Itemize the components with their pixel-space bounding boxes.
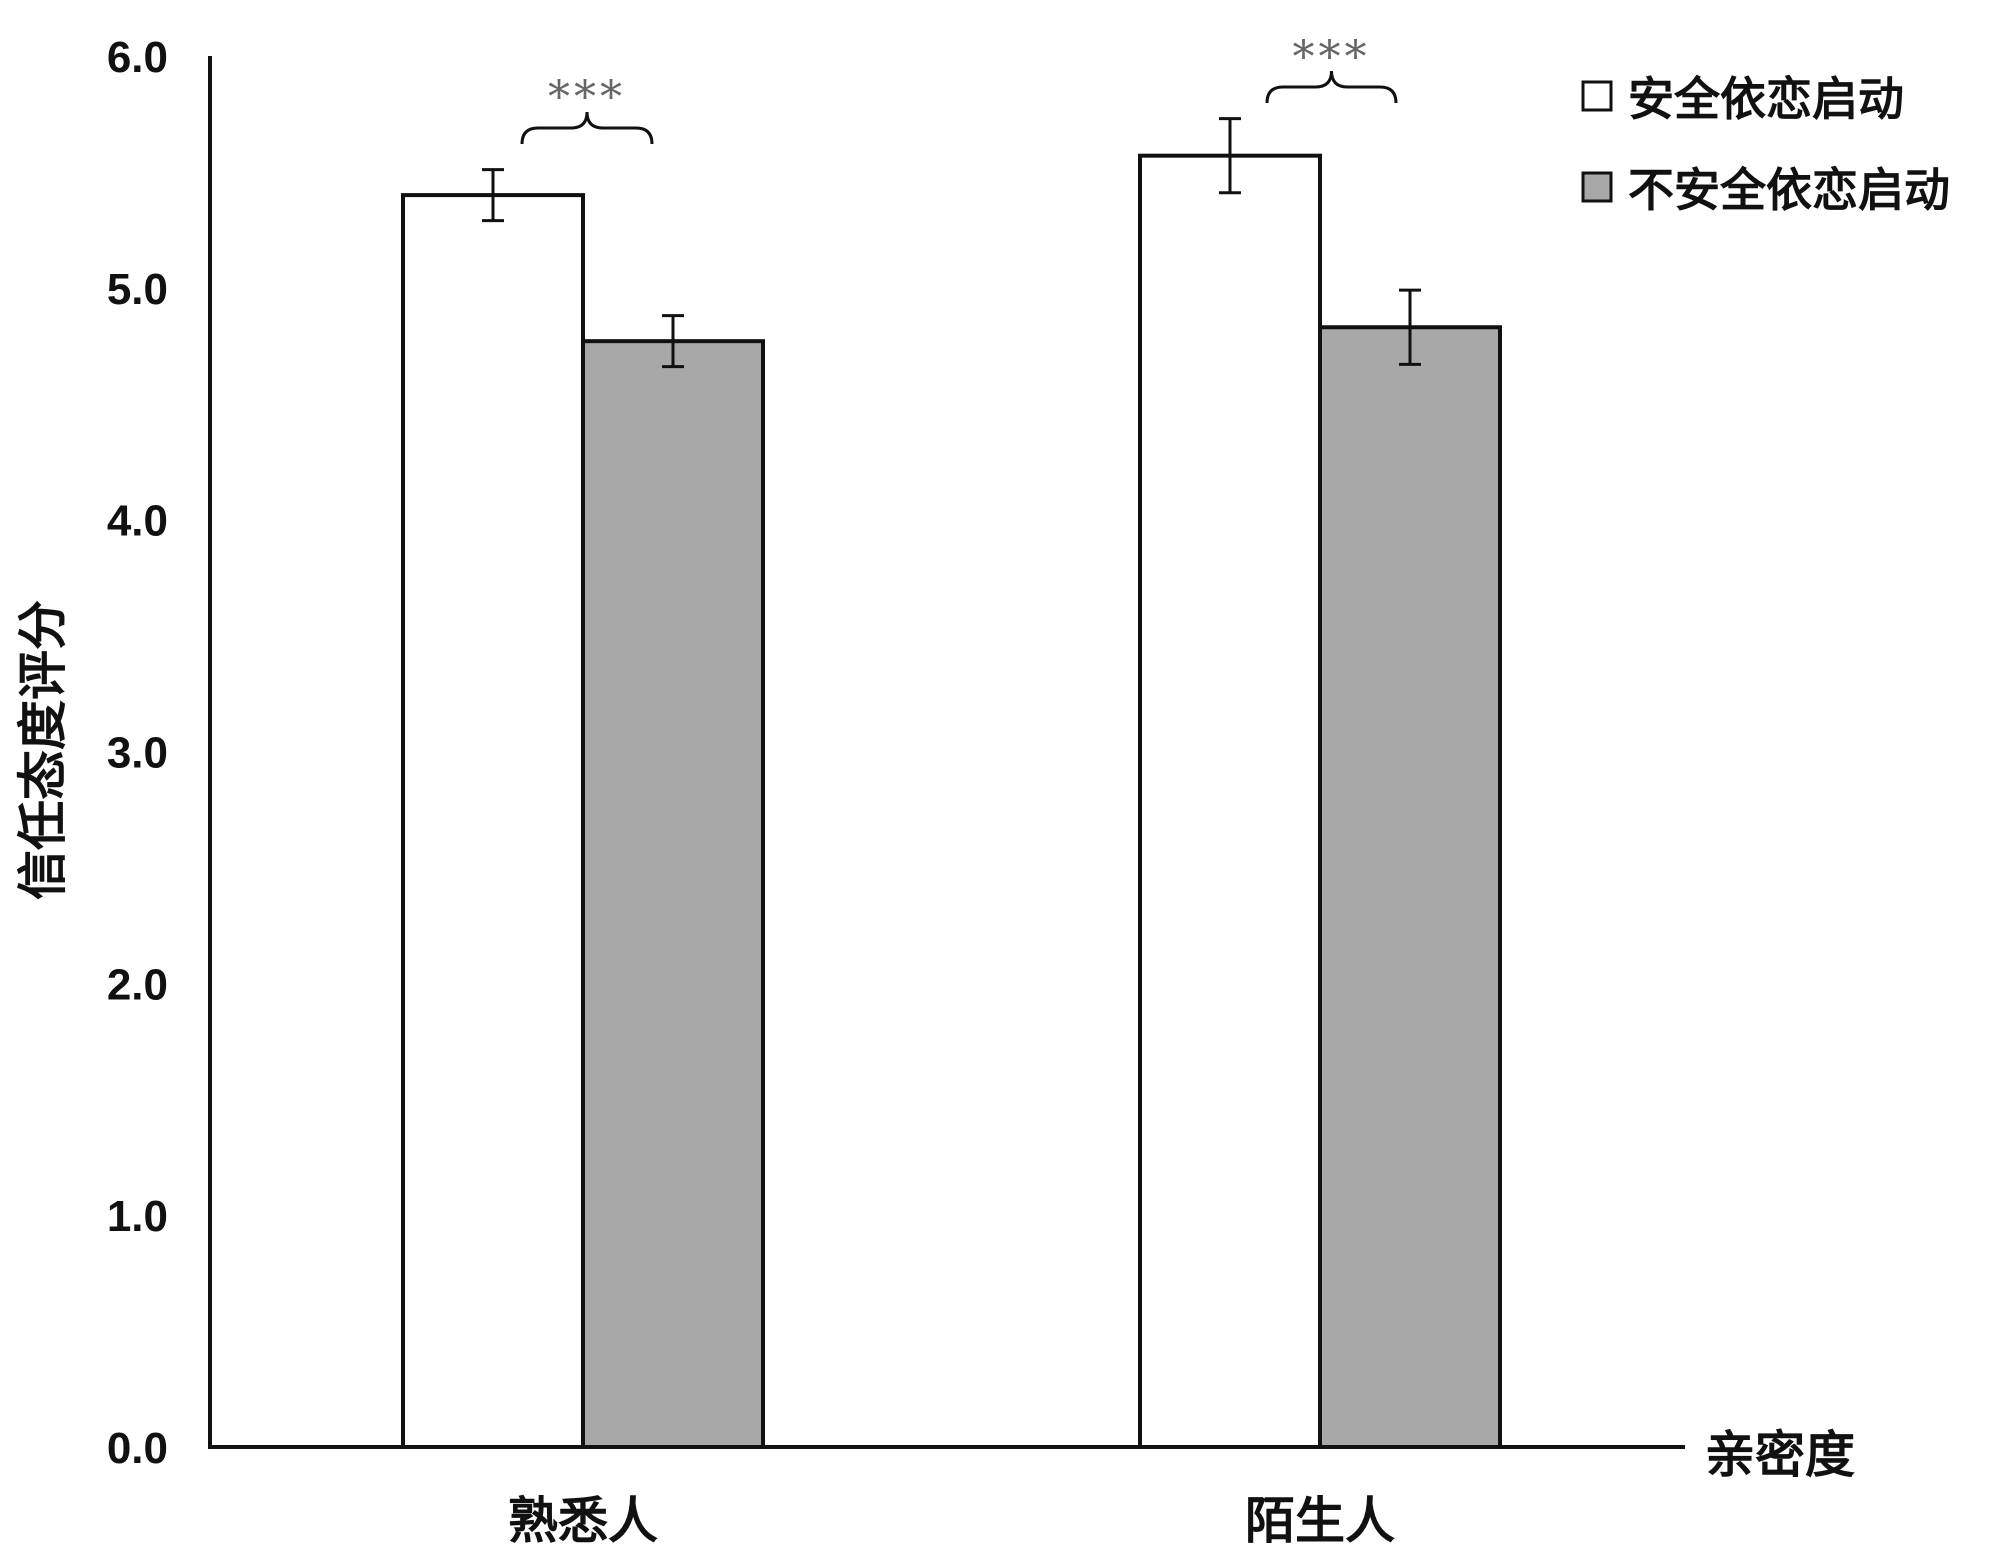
legend-swatch-secure xyxy=(1581,80,1613,112)
y-tick-label: 0.0 xyxy=(107,1424,168,1473)
significance-layer: *** *** xyxy=(520,32,1398,145)
legend: 安全依恋启动 不安全依恋启动 xyxy=(1581,72,1950,217)
y-tick-label: 4.0 xyxy=(107,497,168,546)
y-tick-label: 6.0 xyxy=(107,33,168,82)
axes-layer xyxy=(208,56,1685,1449)
category-label: 陌生人 xyxy=(1245,1492,1395,1550)
x-axis-title: 亲密度 xyxy=(1705,1426,1855,1484)
y-tick-label: 5.0 xyxy=(107,265,168,314)
error-bar xyxy=(482,168,504,223)
error-bar xyxy=(662,314,684,369)
bars-layer xyxy=(401,153,1502,1450)
bar-secure-0 xyxy=(401,193,585,1450)
legend-swatch-insecure xyxy=(1581,171,1613,203)
y-tick-label: 2.0 xyxy=(107,960,168,1009)
significance-label: *** xyxy=(1293,32,1371,83)
y-tick-label: 3.0 xyxy=(107,729,168,778)
error-bar xyxy=(1399,288,1421,366)
bar-secure-1 xyxy=(1138,153,1322,1449)
error-bar xyxy=(1219,117,1241,195)
bar-insecure-1 xyxy=(1318,325,1502,1449)
significance-brace xyxy=(520,111,654,145)
significance-label: *** xyxy=(548,72,626,123)
bar-insecure-0 xyxy=(581,339,765,1449)
legend-label-secure: 安全依恋启动 xyxy=(1628,72,1904,126)
y-tick-labels: 0.0 1.0 2.0 3.0 4.0 5.0 6.0 xyxy=(107,33,168,1473)
significance-brace xyxy=(1265,70,1398,104)
category-label: 熟悉人 xyxy=(508,1492,658,1550)
y-axis-title: 信任态度评分 xyxy=(14,600,72,900)
category-labels: 熟悉人 陌生人 xyxy=(508,1492,1395,1550)
legend-label-insecure: 不安全依恋启动 xyxy=(1628,163,1950,217)
error-bars-layer xyxy=(482,117,1421,369)
y-tick-label: 1.0 xyxy=(107,1192,168,1241)
